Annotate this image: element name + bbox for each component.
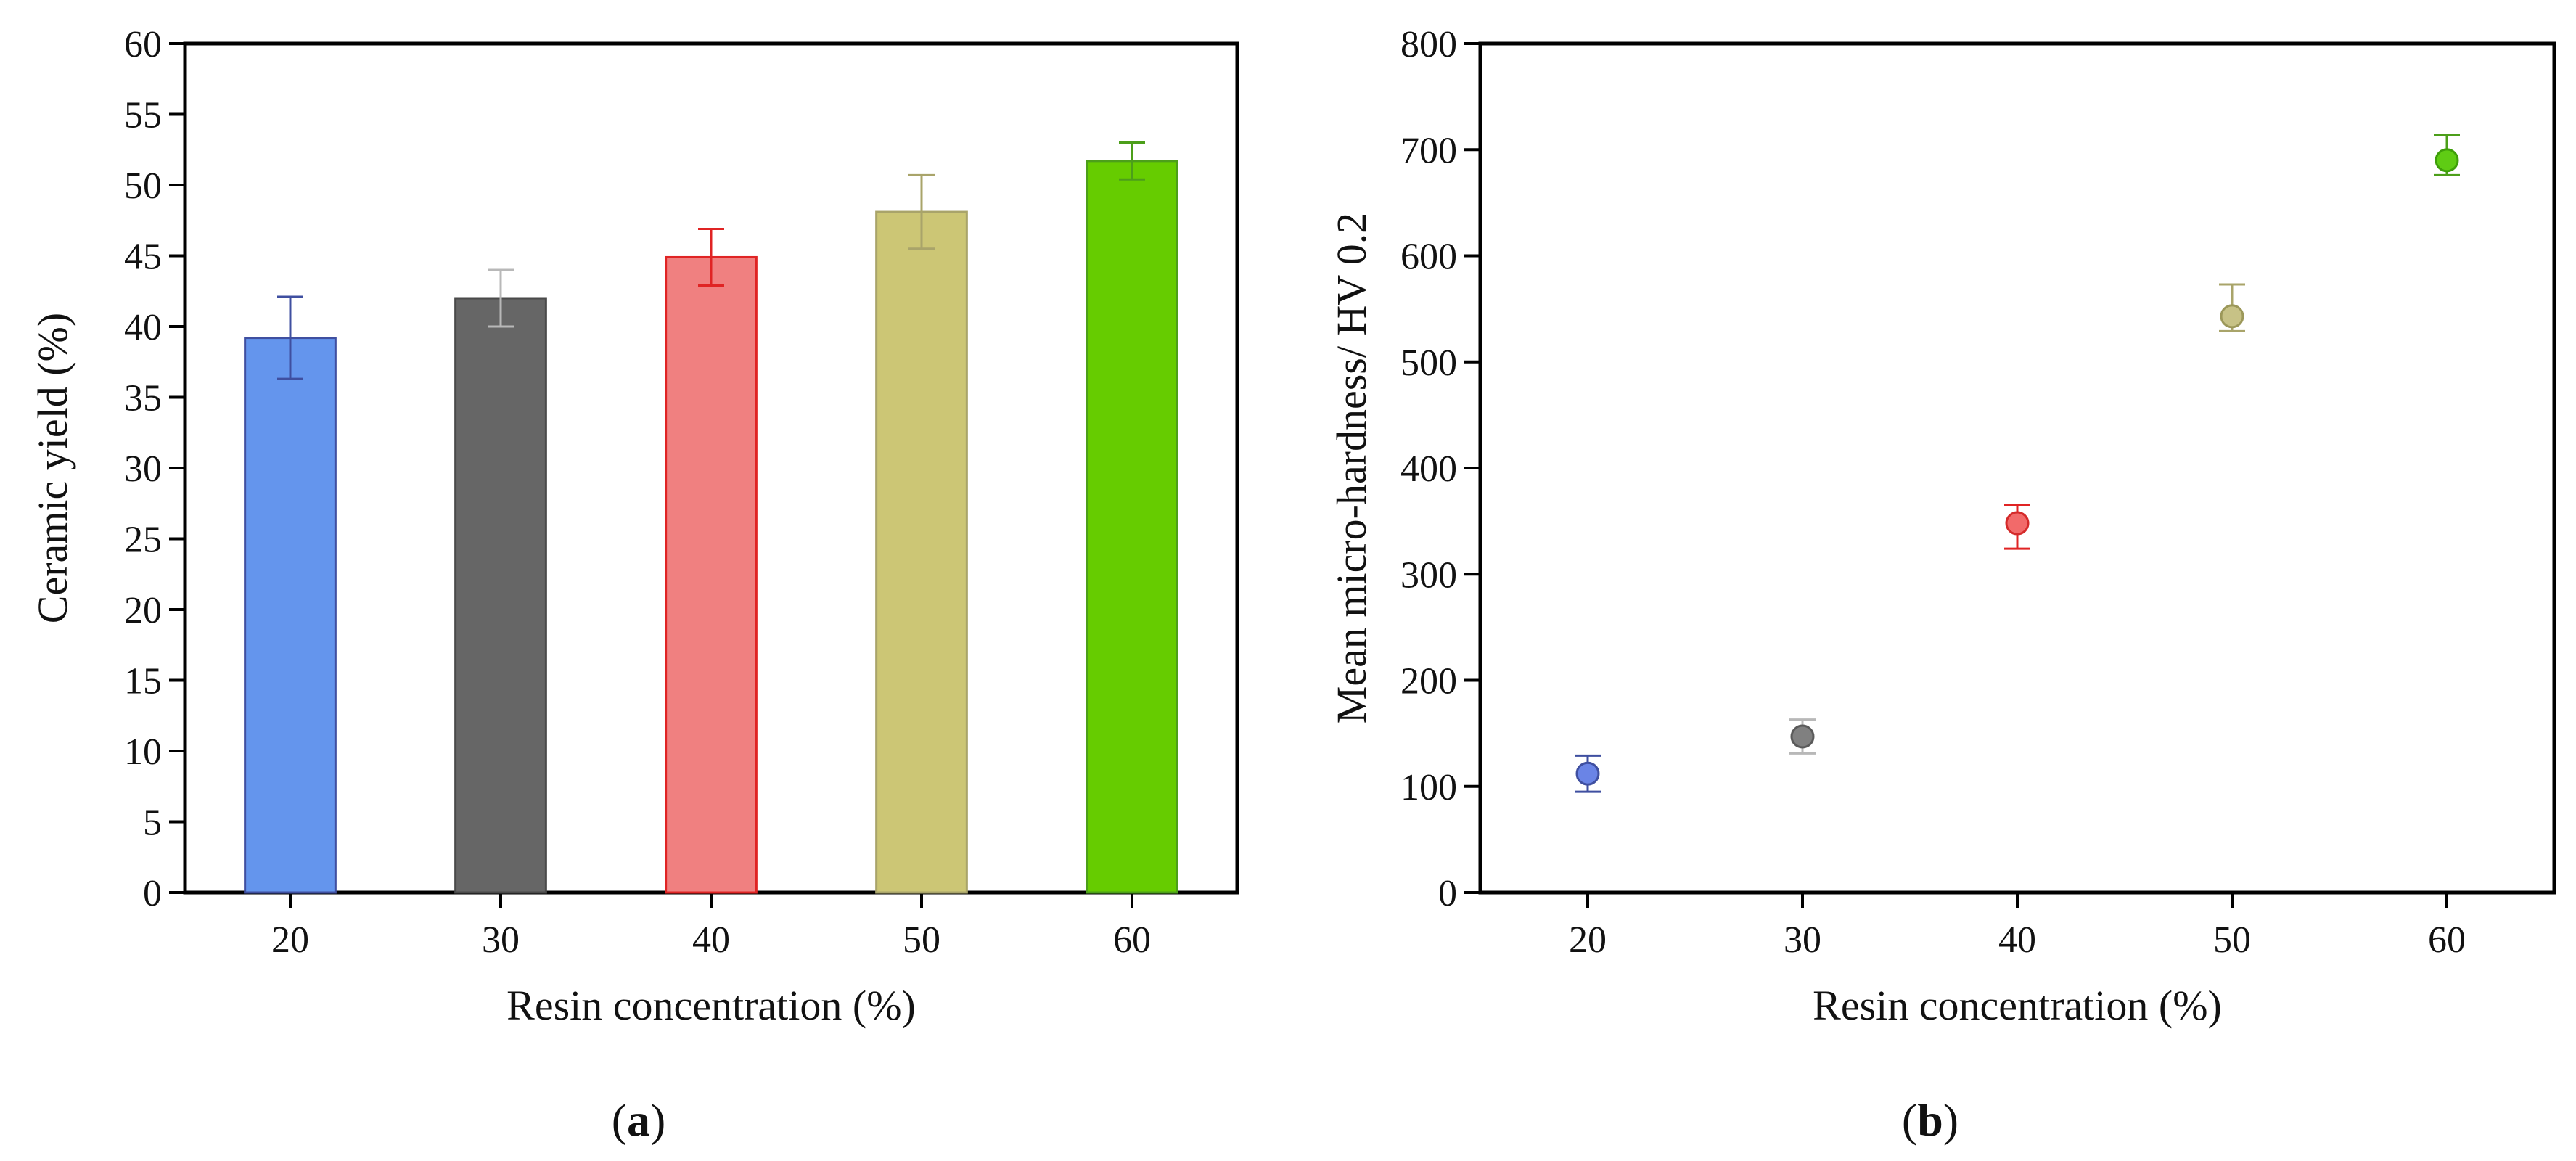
chart-a-y-tick-label: 55 <box>124 95 162 136</box>
chart-a-bar <box>665 255 758 894</box>
chart-a-x-axis: 20 30 40 50 60 <box>271 893 1151 961</box>
chart-b-y-tick-label: 400 <box>1400 448 1457 490</box>
chart-a-bar <box>454 297 547 894</box>
chart-a-y-tick-label: 25 <box>124 520 162 561</box>
panel-b-label: (b) <box>1902 1094 1958 1146</box>
chart-a-y-axis-title: Ceramic yield (%) <box>29 313 76 623</box>
chart-b-y-tick-label: 300 <box>1400 554 1457 596</box>
chart-a-error-bars <box>277 141 1145 380</box>
chart-b-y-tick-label: 100 <box>1400 767 1457 808</box>
chart-panel-b: 0 100 200 300 400 500 600 700 800 20 30 40 50 60 Mea… <box>1328 24 2556 1146</box>
panel-a-label-close: ) <box>650 1094 665 1146</box>
chart-a-y-tick-label: 10 <box>124 731 162 773</box>
chart-a-y-tick-label: 0 <box>143 873 162 914</box>
chart-panel-a: 0 5 10 15 20 25 30 35 40 45 50 55 60 20 30 40 50 60 Cera… <box>29 24 1239 1146</box>
chart-a-y-tick-label: 15 <box>124 661 162 702</box>
chart-a-bars <box>244 160 1178 894</box>
chart-a-x-tick-label: 50 <box>903 919 940 961</box>
chart-a-bar <box>875 210 968 894</box>
chart-b-point <box>2005 511 2030 536</box>
panel-a-label-letter: a <box>627 1094 650 1146</box>
chart-b-y-axis-title: Mean micro-hardness/ HV 0.2 <box>1328 213 1375 723</box>
chart-a-bar <box>1086 160 1178 894</box>
chart-a-x-tick-label: 40 <box>692 919 730 961</box>
chart-a-x-tick-label: 60 <box>1113 919 1151 961</box>
chart-a-y-axis: 0 5 10 15 20 25 30 35 40 45 50 55 60 <box>124 24 185 914</box>
chart-a-y-tick-label: 35 <box>124 378 162 419</box>
chart-a-error-bar <box>1119 141 1145 181</box>
chart-b-x-axis-title: Resin concentration (%) <box>1813 982 2222 1029</box>
chart-b-y-tick-label: 700 <box>1400 130 1457 171</box>
panel-a-label: (a) <box>612 1094 666 1146</box>
chart-a-x-tick-label: 20 <box>271 919 309 961</box>
chart-b-y-tick-label: 600 <box>1400 237 1457 278</box>
chart-b-y-tick-label: 0 <box>1438 873 1457 914</box>
chart-b-y-tick-label: 800 <box>1400 24 1457 65</box>
chart-b-point <box>2220 304 2244 329</box>
chart-b-x-tick-label: 40 <box>1998 919 2036 961</box>
chart-b-x-tick-label: 60 <box>2428 919 2466 961</box>
chart-a-y-tick-label: 40 <box>124 307 162 348</box>
chart-b-y-tick-label: 500 <box>1400 342 1457 384</box>
chart-b-y-tick-label: 200 <box>1400 661 1457 702</box>
panel-a-label-open: ( <box>612 1094 627 1146</box>
chart-b-x-axis: 20 30 40 50 60 <box>1569 893 2466 961</box>
chart-b-x-tick-label: 20 <box>1569 919 1607 961</box>
panel-b-label-letter: b <box>1917 1094 1943 1146</box>
chart-a-y-tick-label: 5 <box>143 803 162 844</box>
chart-b-x-tick-label: 50 <box>2213 919 2251 961</box>
chart-a-y-tick-label: 50 <box>124 165 162 207</box>
chart-b-y-axis: 0 100 200 300 400 500 600 700 800 <box>1400 24 1480 914</box>
chart-b-point <box>1575 761 1600 786</box>
chart-a-y-tick-label: 45 <box>124 237 162 278</box>
chart-a-y-tick-label: 20 <box>124 590 162 631</box>
chart-a-error-bar <box>908 173 935 250</box>
chart-a-x-axis-title: Resin concentration (%) <box>506 982 916 1029</box>
chart-a-error-bar <box>277 295 303 380</box>
chart-a-x-tick-label: 30 <box>482 919 520 961</box>
panel-b-label-open: ( <box>1902 1094 1917 1146</box>
chart-a-y-tick-label: 60 <box>124 24 162 65</box>
chart-a-y-tick-label: 30 <box>124 448 162 490</box>
panel-b-label-close: ) <box>1943 1094 1958 1146</box>
chart-a-error-bar <box>698 227 724 287</box>
chart-b-point <box>2435 148 2459 173</box>
chart-a-error-bar <box>488 268 514 328</box>
chart-a-bar <box>244 337 337 894</box>
chart-b-x-tick-label: 30 <box>1784 919 1821 961</box>
chart-b-point <box>1790 724 1815 749</box>
chart-b-points <box>1575 148 2459 786</box>
